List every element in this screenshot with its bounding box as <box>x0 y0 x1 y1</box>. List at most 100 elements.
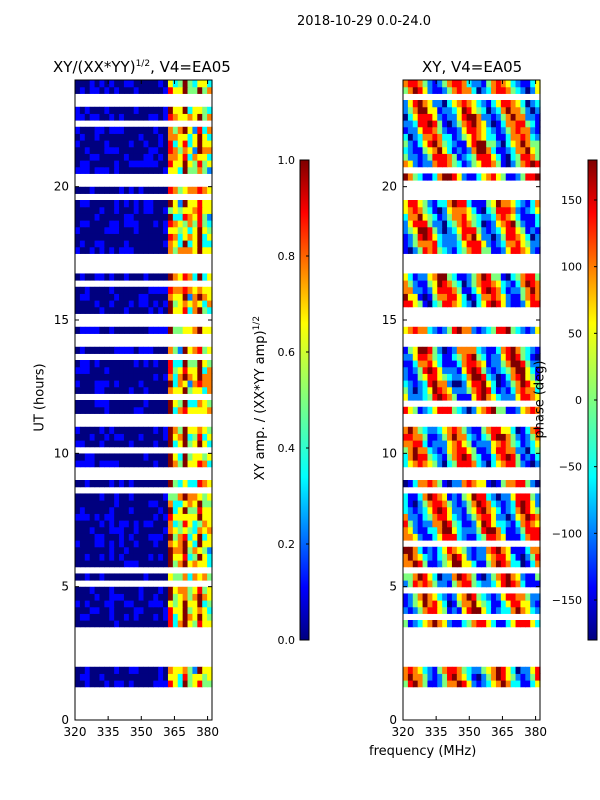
heatmap-cell <box>412 453 419 461</box>
heatmap-cell <box>535 533 541 541</box>
heatmap-cell <box>192 186 198 194</box>
heatmap-cell <box>471 406 477 414</box>
heatmap-cell <box>412 680 419 688</box>
heatmap-cell <box>133 606 140 614</box>
heatmap-cell <box>495 493 502 501</box>
heatmap-cell <box>177 406 184 414</box>
heatmap-cell <box>133 200 140 208</box>
heatmap-cell <box>412 606 419 614</box>
heatmap-cell <box>471 560 477 568</box>
heatmap-cell <box>89 440 96 448</box>
heatmap-cell <box>94 666 101 674</box>
heatmap-row <box>75 226 213 234</box>
heatmap-cell <box>412 360 419 368</box>
heatmap-cell <box>123 273 130 281</box>
heatmap-cell <box>447 213 453 221</box>
heatmap-cell <box>202 186 208 194</box>
heatmap-cell <box>75 80 81 88</box>
heatmap-cell <box>471 440 477 448</box>
heatmap-cell <box>500 453 507 461</box>
heatmap-cell <box>94 540 101 548</box>
heatmap-cell <box>109 106 115 114</box>
heatmap-cell <box>128 400 135 408</box>
heatmap-cell <box>491 500 497 508</box>
heatmap-cell <box>427 433 433 441</box>
heatmap-cell <box>84 546 91 554</box>
heatmap-cell <box>192 300 198 308</box>
heatmap-cell <box>182 226 189 234</box>
heatmap-cell <box>442 113 448 121</box>
heatmap-cell <box>417 246 424 254</box>
colorbar-tick-label: −150 <box>552 594 582 607</box>
heatmap-cell <box>476 560 482 568</box>
heatmap-cell <box>535 480 541 488</box>
heatmap-cell <box>515 546 522 554</box>
heatmap-cell <box>491 160 497 168</box>
heatmap-cell <box>119 166 125 174</box>
heatmap-cell <box>143 226 149 234</box>
heatmap-cell <box>505 286 512 294</box>
heatmap-cell <box>119 346 125 354</box>
heatmap-cell <box>167 106 174 114</box>
heatmap-cell <box>495 80 502 88</box>
heatmap-cell <box>451 233 458 241</box>
heatmap-cell <box>182 553 189 561</box>
heatmap-cell <box>172 513 179 521</box>
heatmap-cell <box>491 326 497 334</box>
heatmap-cell <box>422 526 429 534</box>
x-tick-label: 380 <box>524 725 547 739</box>
heatmap-cell <box>153 620 159 628</box>
heatmap-cell <box>510 80 517 88</box>
heatmap-cell <box>476 160 482 168</box>
heatmap-cell <box>202 286 208 294</box>
heatmap-cell <box>202 386 208 394</box>
heatmap-cell <box>94 593 101 601</box>
heatmap-cell <box>500 126 507 134</box>
amp-heatmap <box>75 80 213 694</box>
heatmap-cell <box>202 166 208 174</box>
x-tick-label: 335 <box>425 725 448 739</box>
heatmap-cell <box>207 560 213 568</box>
heatmap-cell <box>202 593 208 601</box>
heatmap-cell <box>442 460 448 468</box>
heatmap-cell <box>104 433 110 441</box>
heatmap-cell <box>133 240 140 248</box>
heatmap-cell <box>500 233 507 241</box>
heatmap-cell <box>167 380 174 388</box>
heatmap-cell <box>133 573 140 581</box>
heatmap-cell <box>456 666 463 674</box>
heatmap-cell <box>505 240 512 248</box>
heatmap-cell <box>530 133 536 141</box>
heatmap-cell <box>148 293 154 301</box>
heatmap-cell <box>114 206 120 214</box>
heatmap-cell <box>138 153 145 161</box>
heatmap-cell <box>153 186 159 194</box>
heatmap-cell <box>471 233 477 241</box>
heatmap-cell <box>456 140 463 148</box>
heatmap-cell <box>471 493 477 501</box>
heatmap-cell <box>427 673 433 681</box>
heatmap-cell <box>192 86 198 94</box>
heatmap-cell <box>177 533 184 541</box>
heatmap-cell <box>520 386 526 394</box>
heatmap-cell <box>133 133 140 141</box>
heatmap-cell <box>128 540 135 548</box>
heatmap-cell <box>456 240 463 248</box>
heatmap-cell <box>412 80 419 88</box>
heatmap-cell <box>123 433 130 441</box>
heatmap-cell <box>123 140 130 148</box>
heatmap-cell <box>79 246 86 254</box>
heatmap-cell <box>187 240 194 248</box>
heatmap-cell <box>481 560 487 568</box>
heatmap-cell <box>153 380 159 388</box>
heatmap-cell <box>520 533 526 541</box>
heatmap-cell <box>495 506 502 514</box>
heatmap-cell <box>535 113 541 121</box>
heatmap-cell <box>422 213 429 221</box>
heatmap-cell <box>437 113 443 121</box>
heatmap-cell <box>79 540 86 548</box>
heatmap-cell <box>432 113 438 121</box>
heatmap-cell <box>138 440 145 448</box>
heatmap-cell <box>486 140 492 148</box>
heatmap-row <box>75 486 212 494</box>
